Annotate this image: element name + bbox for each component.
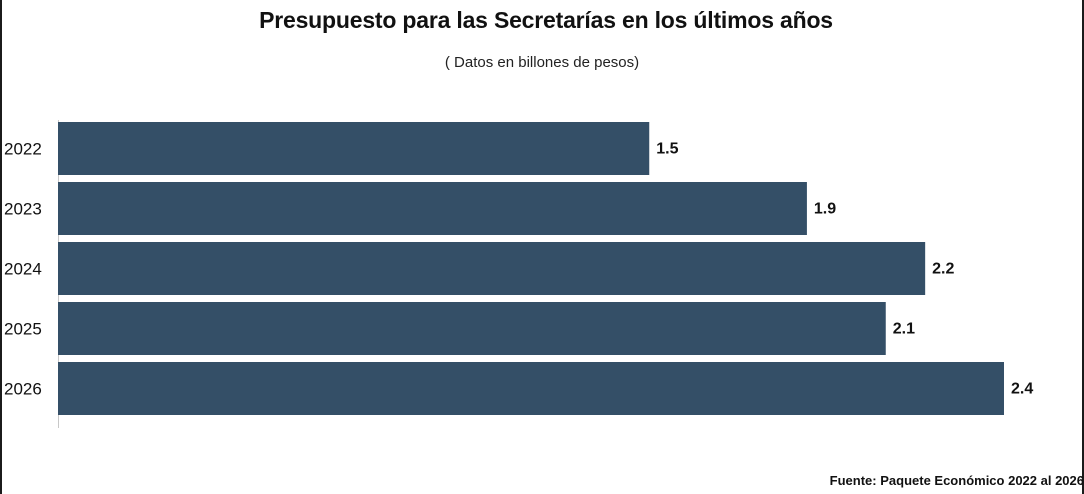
category-label-2022: 2022 xyxy=(4,140,42,159)
bar-2026 xyxy=(58,362,1004,415)
category-label-2026: 2026 xyxy=(4,380,42,399)
value-label-2022: 1.5 xyxy=(656,141,678,158)
chart-title: Presupuesto para las Secretarías en los … xyxy=(259,7,833,33)
category-label-2024: 2024 xyxy=(4,260,42,279)
chart-subtitle: ( Datos en billones de pesos) xyxy=(444,54,640,71)
frame-right-border xyxy=(1082,0,1084,494)
bar-2023 xyxy=(58,182,807,235)
source-note: Fuente: Paquete Económico 2022 al 2026 xyxy=(829,473,1084,488)
value-label-2025: 2.1 xyxy=(893,321,915,338)
category-label-2023: 2023 xyxy=(4,200,42,219)
value-label-2026: 2.4 xyxy=(1011,381,1033,398)
bars-group: 2022 1.5 2023 1.9 2024 2.2 2025 2.1 2026 2.4 xyxy=(4,122,1033,415)
value-label-2023: 1.9 xyxy=(814,201,836,218)
bar-2022 xyxy=(58,122,650,175)
bar-2025 xyxy=(58,302,886,355)
value-label-2024: 2.2 xyxy=(932,261,954,278)
category-label-2025: 2025 xyxy=(4,320,42,339)
frame-left-border xyxy=(0,0,2,494)
bar-2024 xyxy=(58,242,926,295)
